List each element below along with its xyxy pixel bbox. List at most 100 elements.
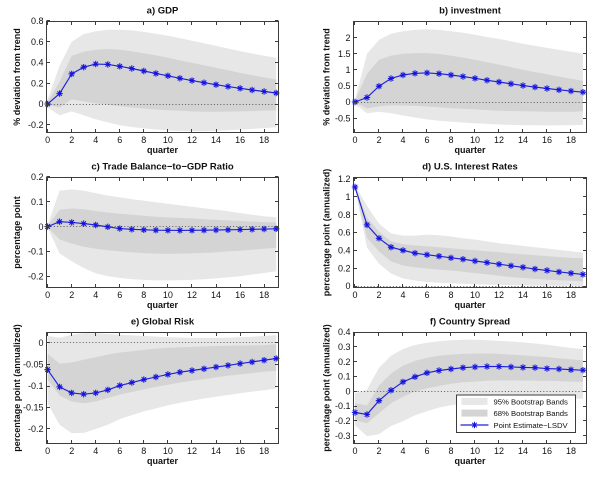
- svg-text:0.2: 0.2: [338, 357, 351, 367]
- svg-text:8: 8: [141, 446, 146, 456]
- svg-text:-0.2: -0.2: [28, 271, 44, 281]
- svg-text:6: 6: [424, 290, 429, 300]
- svg-text:quarter: quarter: [454, 300, 486, 310]
- svg-text:2: 2: [376, 290, 381, 300]
- svg-text:-0.1: -0.1: [335, 401, 351, 411]
- svg-text:0: 0: [352, 446, 357, 456]
- svg-text:0.4: 0.4: [338, 246, 351, 256]
- svg-text:b) investment: b) investment: [439, 6, 502, 17]
- svg-text:-0.1: -0.1: [28, 247, 44, 257]
- svg-text:0.1: 0.1: [31, 197, 44, 207]
- svg-text:10: 10: [163, 446, 173, 456]
- svg-text:-0.2: -0.2: [28, 424, 44, 434]
- svg-text:12: 12: [494, 135, 504, 145]
- svg-text:10: 10: [470, 446, 480, 456]
- svg-text:percentage point (annualized): percentage point (annualized): [322, 324, 332, 452]
- svg-text:0: 0: [345, 281, 350, 291]
- svg-text:14: 14: [211, 446, 221, 456]
- svg-text:8: 8: [448, 290, 453, 300]
- svg-text:18: 18: [259, 446, 269, 456]
- svg-text:-0.05: -0.05: [23, 360, 44, 370]
- svg-text:16: 16: [235, 135, 245, 145]
- svg-text:2: 2: [69, 135, 74, 145]
- svg-text:14: 14: [518, 135, 528, 145]
- svg-text:4: 4: [93, 446, 98, 456]
- svg-text:10: 10: [163, 135, 173, 145]
- svg-text:2: 2: [69, 446, 74, 456]
- svg-text:0: 0: [352, 290, 357, 300]
- svg-text:quarter: quarter: [454, 456, 486, 466]
- svg-text:0.6: 0.6: [31, 37, 44, 47]
- svg-text:6: 6: [117, 290, 122, 300]
- svg-text:8: 8: [448, 446, 453, 456]
- svg-text:e) Global Risk: e) Global Risk: [131, 317, 195, 328]
- svg-text:12: 12: [187, 135, 197, 145]
- svg-text:18: 18: [566, 446, 576, 456]
- svg-text:0.4: 0.4: [31, 58, 44, 68]
- svg-text:18: 18: [566, 290, 576, 300]
- svg-text:95% Bootstrap Bands: 95% Bootstrap Bands: [494, 397, 569, 406]
- svg-text:12: 12: [187, 446, 197, 456]
- svg-text:0.2: 0.2: [31, 172, 44, 182]
- svg-text:0: 0: [38, 222, 43, 232]
- svg-text:quarter: quarter: [147, 456, 179, 466]
- svg-text:-0.3: -0.3: [335, 431, 351, 441]
- svg-text:14: 14: [211, 290, 221, 300]
- svg-text:6: 6: [424, 446, 429, 456]
- svg-text:6: 6: [117, 135, 122, 145]
- svg-text:10: 10: [470, 135, 480, 145]
- svg-text:8: 8: [141, 290, 146, 300]
- svg-text:c) Trade Balance−to−GDP Ratio: c) Trade Balance−to−GDP Ratio: [91, 162, 234, 173]
- svg-text:16: 16: [235, 446, 245, 456]
- svg-text:-0.15: -0.15: [23, 403, 44, 413]
- svg-text:14: 14: [518, 446, 528, 456]
- svg-text:68% Bootstrap Bands: 68% Bootstrap Bands: [494, 409, 569, 418]
- svg-text:4: 4: [400, 446, 405, 456]
- svg-text:-0.1: -0.1: [28, 381, 44, 391]
- svg-text:0.3: 0.3: [338, 342, 351, 352]
- svg-text:0.2: 0.2: [31, 78, 44, 88]
- svg-text:1.2: 1.2: [338, 174, 351, 184]
- svg-text:0.4: 0.4: [338, 327, 351, 337]
- svg-text:d) U.S. Interest Rates: d) U.S. Interest Rates: [422, 162, 518, 173]
- svg-text:4: 4: [400, 135, 405, 145]
- svg-text:6: 6: [424, 135, 429, 145]
- svg-text:percentage point (annualized): percentage point (annualized): [322, 169, 332, 297]
- svg-text:14: 14: [211, 135, 221, 145]
- svg-text:12: 12: [187, 290, 197, 300]
- svg-text:0.6: 0.6: [338, 228, 351, 238]
- svg-text:quarter: quarter: [454, 145, 486, 155]
- svg-text:16: 16: [542, 135, 552, 145]
- svg-text:1.5: 1.5: [338, 49, 351, 59]
- svg-text:percentage point (annualized): percentage point (annualized): [12, 324, 22, 452]
- svg-text:10: 10: [470, 290, 480, 300]
- svg-text:6: 6: [117, 446, 122, 456]
- svg-text:18: 18: [259, 290, 269, 300]
- svg-text:0: 0: [45, 290, 50, 300]
- svg-text:1: 1: [345, 192, 350, 202]
- svg-text:14: 14: [518, 290, 528, 300]
- svg-text:quarter: quarter: [147, 145, 179, 155]
- svg-text:quarter: quarter: [147, 300, 179, 310]
- svg-text:0.5: 0.5: [338, 81, 351, 91]
- svg-text:8: 8: [448, 135, 453, 145]
- svg-text:0.1: 0.1: [338, 372, 351, 382]
- svg-text:0.8: 0.8: [338, 210, 351, 220]
- svg-text:10: 10: [163, 290, 173, 300]
- svg-text:0: 0: [345, 386, 350, 396]
- svg-text:8: 8: [141, 135, 146, 145]
- svg-text:2: 2: [376, 135, 381, 145]
- svg-text:-0.2: -0.2: [335, 416, 351, 426]
- svg-text:1: 1: [345, 65, 350, 75]
- svg-text:0.8: 0.8: [31, 16, 44, 26]
- svg-text:12: 12: [494, 446, 504, 456]
- svg-text:f) Country Spread: f) Country Spread: [430, 317, 510, 328]
- svg-text:0.2: 0.2: [338, 263, 351, 273]
- svg-text:12: 12: [494, 290, 504, 300]
- svg-text:16: 16: [542, 446, 552, 456]
- svg-text:0: 0: [38, 99, 43, 109]
- svg-text:percentage point: percentage point: [12, 196, 22, 269]
- svg-text:4: 4: [400, 290, 405, 300]
- svg-text:0: 0: [345, 97, 350, 107]
- svg-text:2: 2: [69, 290, 74, 300]
